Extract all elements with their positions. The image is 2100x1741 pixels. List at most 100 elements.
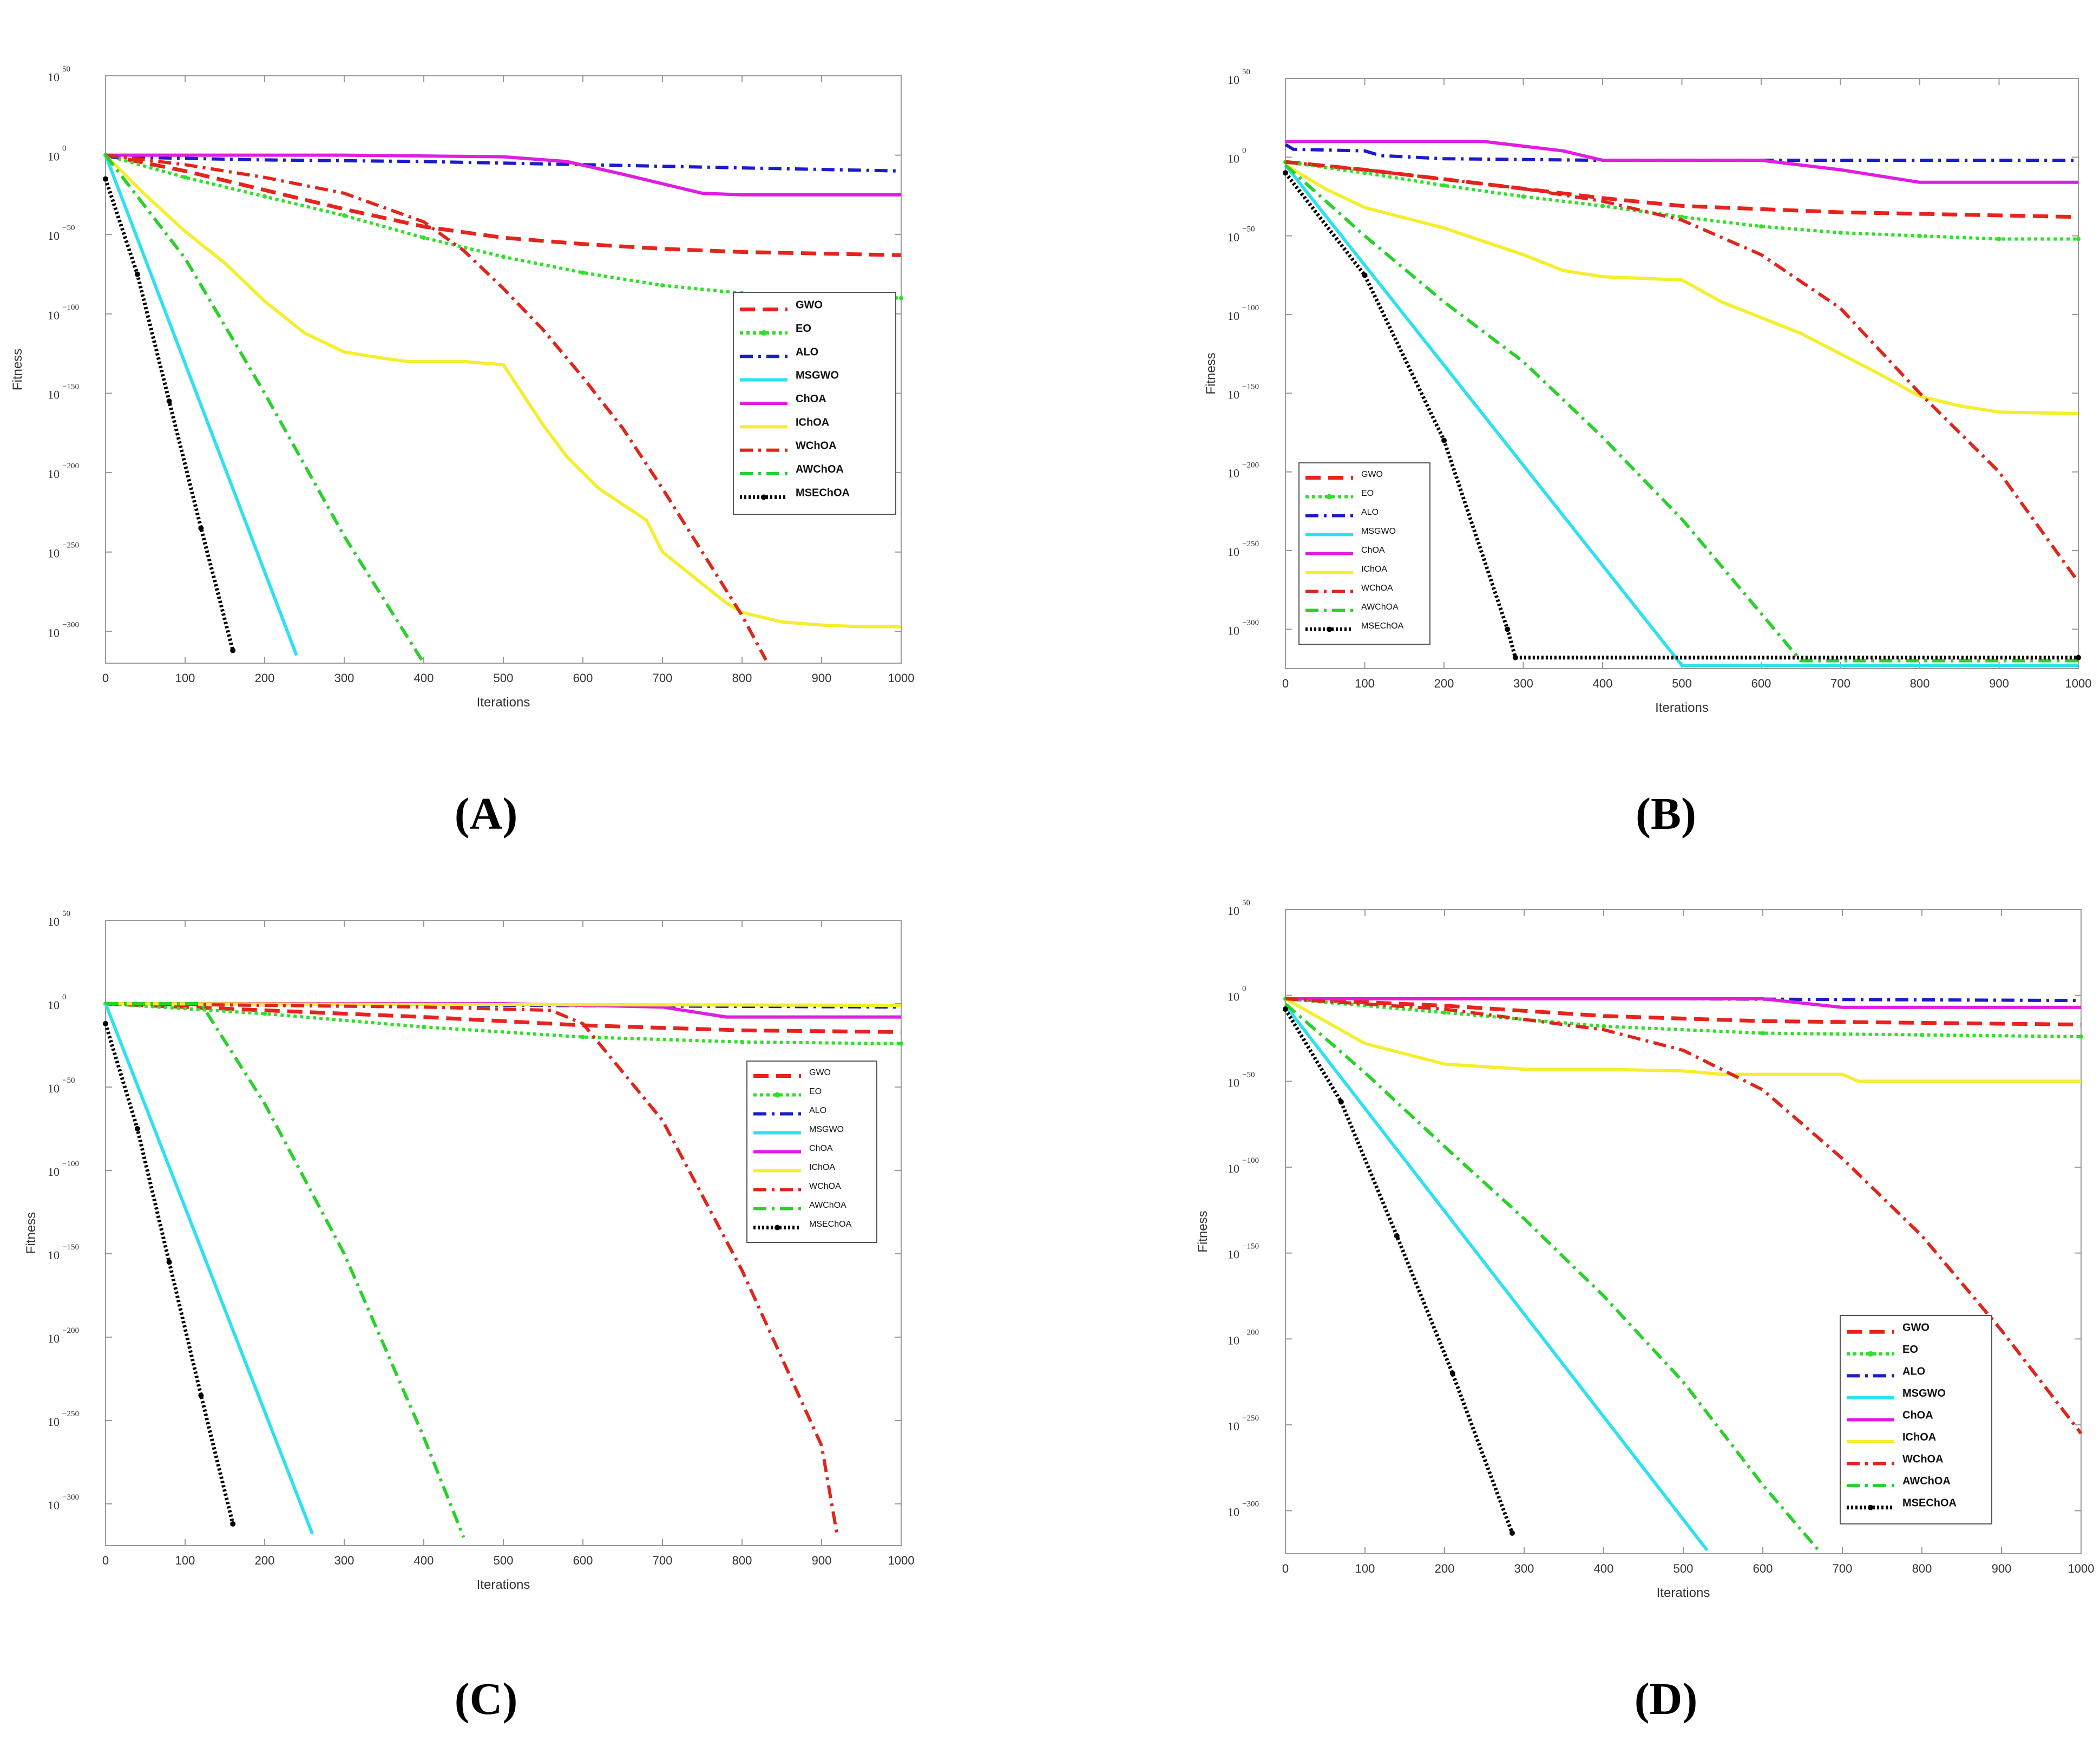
series-point-msechoa [1509,1530,1515,1536]
series-line-gwo [105,1002,902,1034]
series-point-msechoa [103,1020,108,1026]
series-line-msgwo [104,154,298,656]
y-axis-label: Fitness [1196,1210,1210,1252]
series-point-eo [501,254,506,259]
x-tick-label: 600 [573,1554,593,1567]
y-tick-label-base: 10 [1228,1076,1239,1089]
y-tick-label-exponent: 50 [1242,68,1250,76]
legend-label-choa: ChOA [1902,1410,1933,1422]
caption-b: (B) [1636,789,1696,839]
x-tick-label: 700 [653,671,673,685]
x-tick-label: 100 [175,1554,195,1567]
x-tick-label: 800 [1912,1562,1932,1575]
series-point-eo [899,296,903,300]
series-point-eo [262,1011,267,1016]
x-tick-label: 0 [102,1554,109,1567]
series-point-msechoa [230,1521,236,1527]
y-tick-label-base: 10 [1228,1162,1239,1175]
series-point-msechoa [166,398,172,404]
caption-a: (A) [454,789,518,839]
y-tick-label-exponent: −100 [62,1160,79,1168]
y-tick-label-exponent: −300 [62,1493,79,1502]
legend-label-ichoa: IChOA [1902,1431,1936,1443]
legend-label-wchoa: WChOA [1361,584,1393,593]
y-tick-label-base: 10 [48,467,60,481]
y-tick-label-exponent: −200 [62,1326,79,1335]
series-point-msechoa [230,647,236,653]
series-point-msechoa [1283,1006,1288,1012]
legend-label-eo: EO [796,323,811,335]
x-tick-label: 400 [414,1554,434,1567]
legend-marker-eo [1868,1351,1873,1357]
y-tick-label-exponent: −50 [62,1076,75,1085]
series-line-ichoa [105,1002,902,1007]
legend-label-gwo: GWO [809,1068,831,1077]
series-line-wchoa [1285,997,2083,1435]
series-point-msechoa [1338,1099,1344,1105]
series-point-eo [422,235,426,240]
y-tick-label-base: 10 [1228,1248,1239,1261]
x-tick-label: 0 [1282,677,1289,690]
x-tick-label: 300 [334,671,355,685]
y-tick-label-base: 10 [1228,1419,1239,1433]
series-point-msechoa [2076,654,2081,660]
series-point-msechoa [1394,1233,1400,1239]
legend-marker-msechoa [1868,1504,1873,1510]
series-line-awchoa [104,154,425,664]
series-point-eo [2079,1034,2083,1039]
legend-label-msechoa: MSEChOA [809,1220,852,1229]
series-point-eo [1761,1031,1765,1036]
y-tick-label-exponent: −100 [62,303,79,312]
y-tick-label-exponent: −150 [1242,1242,1259,1251]
series-line-wchoa [1285,160,2080,583]
series-point-eo [1759,224,1763,229]
legend-label-msechoa: MSEChOA [1361,621,1404,631]
x-tick-label: 800 [732,1554,752,1567]
x-tick-label: 1000 [888,1554,915,1567]
series-point-eo [2076,237,2081,241]
series-line-alo [105,155,902,173]
y-tick-label-base: 10 [48,229,60,243]
y-tick-label-exponent: −50 [62,224,75,232]
legend-label-msechoa: MSEChOA [1902,1497,1957,1509]
legend-label-choa: ChOA [809,1144,833,1153]
legend-marker-eo [775,1092,780,1098]
series-point-msechoa [198,525,204,531]
x-tick-label: 600 [1753,1562,1773,1575]
y-tick-label-exponent: 50 [62,909,70,918]
x-tick-label: 900 [1992,1562,2012,1575]
series-point-msechoa [134,271,140,277]
y-tick-label-base: 10 [1228,545,1239,559]
series-line-msgwo [104,1003,314,1535]
series-line-eo [1285,997,2082,1038]
y-tick-label-base: 10 [48,1415,60,1429]
series-line-gwo [1285,160,2079,219]
y-tick-label-base: 10 [48,388,60,401]
x-tick-label: 500 [494,1554,514,1567]
series-line-choa [106,153,901,197]
y-tick-label-base: 10 [1228,990,1239,1004]
series-line-eo [105,1002,902,1045]
x-tick-label: 200 [255,1554,275,1567]
y-tick-label-base: 10 [48,1082,60,1095]
y-tick-label-exponent: −150 [62,1243,79,1252]
legend-label-eo: EO [1902,1344,1918,1356]
x-tick-label: 600 [573,671,593,685]
legend-label-gwo: GWO [1902,1321,1930,1333]
legend-label-ichoa: IChOA [809,1163,835,1172]
y-tick-label-base: 10 [1228,388,1239,401]
series-point-eo [183,175,187,180]
x-tick-label: 500 [1674,1562,1694,1575]
legend-label-msechoa: MSEChOA [796,487,850,499]
x-axis-label: Iterations [1657,1586,1710,1600]
x-tick-label: 1000 [888,671,915,685]
series-line-gwo [1285,997,2082,1027]
x-tick-label: 800 [732,671,752,685]
chart-a: 0 100 200 300 400 500 600 700 800 900 100010501001… [10,65,914,710]
y-tick-label-base: 10 [1228,231,1239,244]
x-tick-label: 300 [1514,1562,1534,1575]
series-point-eo [1997,237,2001,241]
legend: GWO EO ALO MSGWO ChOA IChOA WChOA AWChOA MSEChOA [1840,1315,1992,1524]
legend-label-msgwo: MSGWO [796,370,839,382]
